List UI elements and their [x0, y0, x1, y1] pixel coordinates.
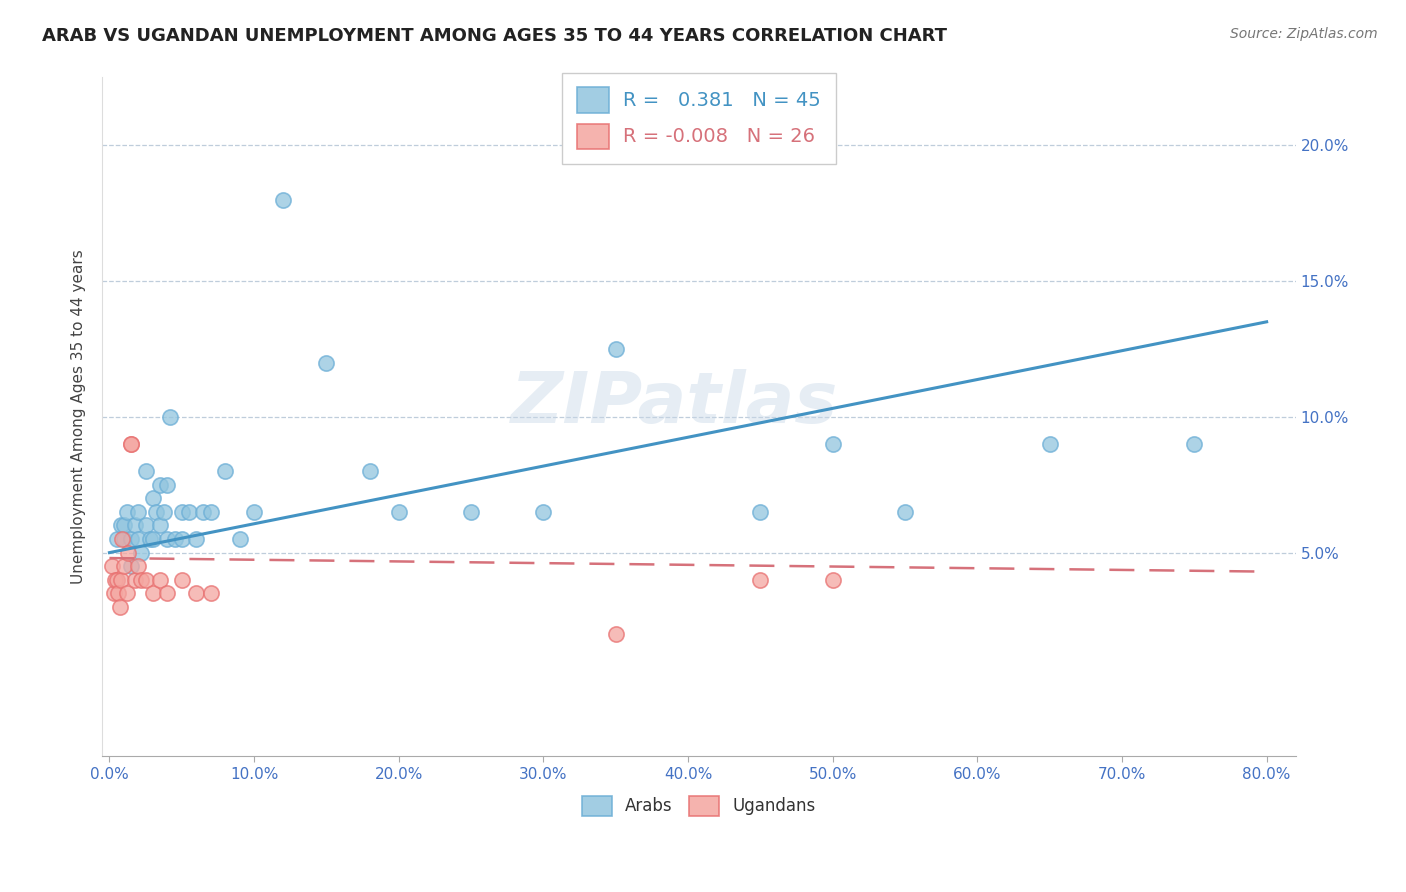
Point: [105, 532, 128, 546]
Point: [124, 518, 146, 533]
Y-axis label: Unemployment Among Ages 35 to 44 years: Unemployment Among Ages 35 to 44 years: [72, 250, 86, 584]
Point: [821, 573, 844, 587]
Point: [388, 505, 411, 519]
Point: [149, 518, 172, 533]
Point: [108, 599, 131, 614]
Point: [129, 573, 152, 587]
Point: [170, 573, 193, 587]
Point: [605, 342, 627, 356]
Point: [315, 355, 337, 369]
Point: [127, 532, 149, 546]
Point: [112, 518, 135, 533]
Point: [170, 505, 193, 519]
Point: [105, 573, 128, 587]
Point: [749, 573, 772, 587]
Point: [1182, 437, 1205, 451]
Point: [821, 437, 844, 451]
Point: [214, 464, 236, 478]
Point: [110, 518, 132, 533]
Point: [111, 532, 134, 546]
Point: [142, 532, 165, 546]
Point: [243, 505, 266, 519]
Point: [104, 573, 127, 587]
Point: [186, 586, 208, 600]
Point: [135, 573, 157, 587]
Point: [156, 532, 179, 546]
Point: [120, 437, 142, 451]
Point: [117, 546, 139, 560]
Point: [149, 477, 172, 491]
Point: [110, 573, 132, 587]
Point: [271, 193, 294, 207]
Point: [115, 586, 138, 600]
Point: [142, 586, 165, 600]
Point: [145, 505, 167, 519]
Point: [142, 491, 165, 506]
Point: [103, 586, 125, 600]
Point: [135, 518, 157, 533]
Point: [177, 505, 200, 519]
Legend: Arabs, Ugandans: Arabs, Ugandans: [575, 789, 823, 822]
Point: [112, 532, 135, 546]
Point: [186, 532, 208, 546]
Point: [127, 559, 149, 574]
Text: Source: ZipAtlas.com: Source: ZipAtlas.com: [1230, 27, 1378, 41]
Point: [159, 409, 181, 424]
Point: [127, 505, 149, 519]
Point: [228, 532, 250, 546]
Point: [120, 532, 142, 546]
Point: [749, 505, 772, 519]
Text: ZIPatlas: ZIPatlas: [512, 368, 839, 438]
Point: [139, 532, 162, 546]
Point: [107, 586, 129, 600]
Point: [894, 505, 917, 519]
Point: [120, 437, 142, 451]
Text: ARAB VS UGANDAN UNEMPLOYMENT AMONG AGES 35 TO 44 YEARS CORRELATION CHART: ARAB VS UGANDAN UNEMPLOYMENT AMONG AGES …: [42, 27, 948, 45]
Point: [460, 505, 482, 519]
Point: [101, 559, 124, 574]
Point: [112, 559, 135, 574]
Point: [129, 546, 152, 560]
Point: [200, 505, 222, 519]
Point: [605, 627, 627, 641]
Point: [120, 559, 142, 574]
Point: [170, 532, 193, 546]
Point: [531, 505, 554, 519]
Point: [156, 477, 179, 491]
Point: [115, 505, 138, 519]
Point: [124, 573, 146, 587]
Point: [1039, 437, 1062, 451]
Point: [135, 464, 157, 478]
Point: [156, 586, 179, 600]
Point: [359, 464, 381, 478]
Point: [163, 532, 186, 546]
Point: [193, 505, 215, 519]
Point: [153, 505, 176, 519]
Point: [200, 586, 222, 600]
Point: [149, 573, 172, 587]
